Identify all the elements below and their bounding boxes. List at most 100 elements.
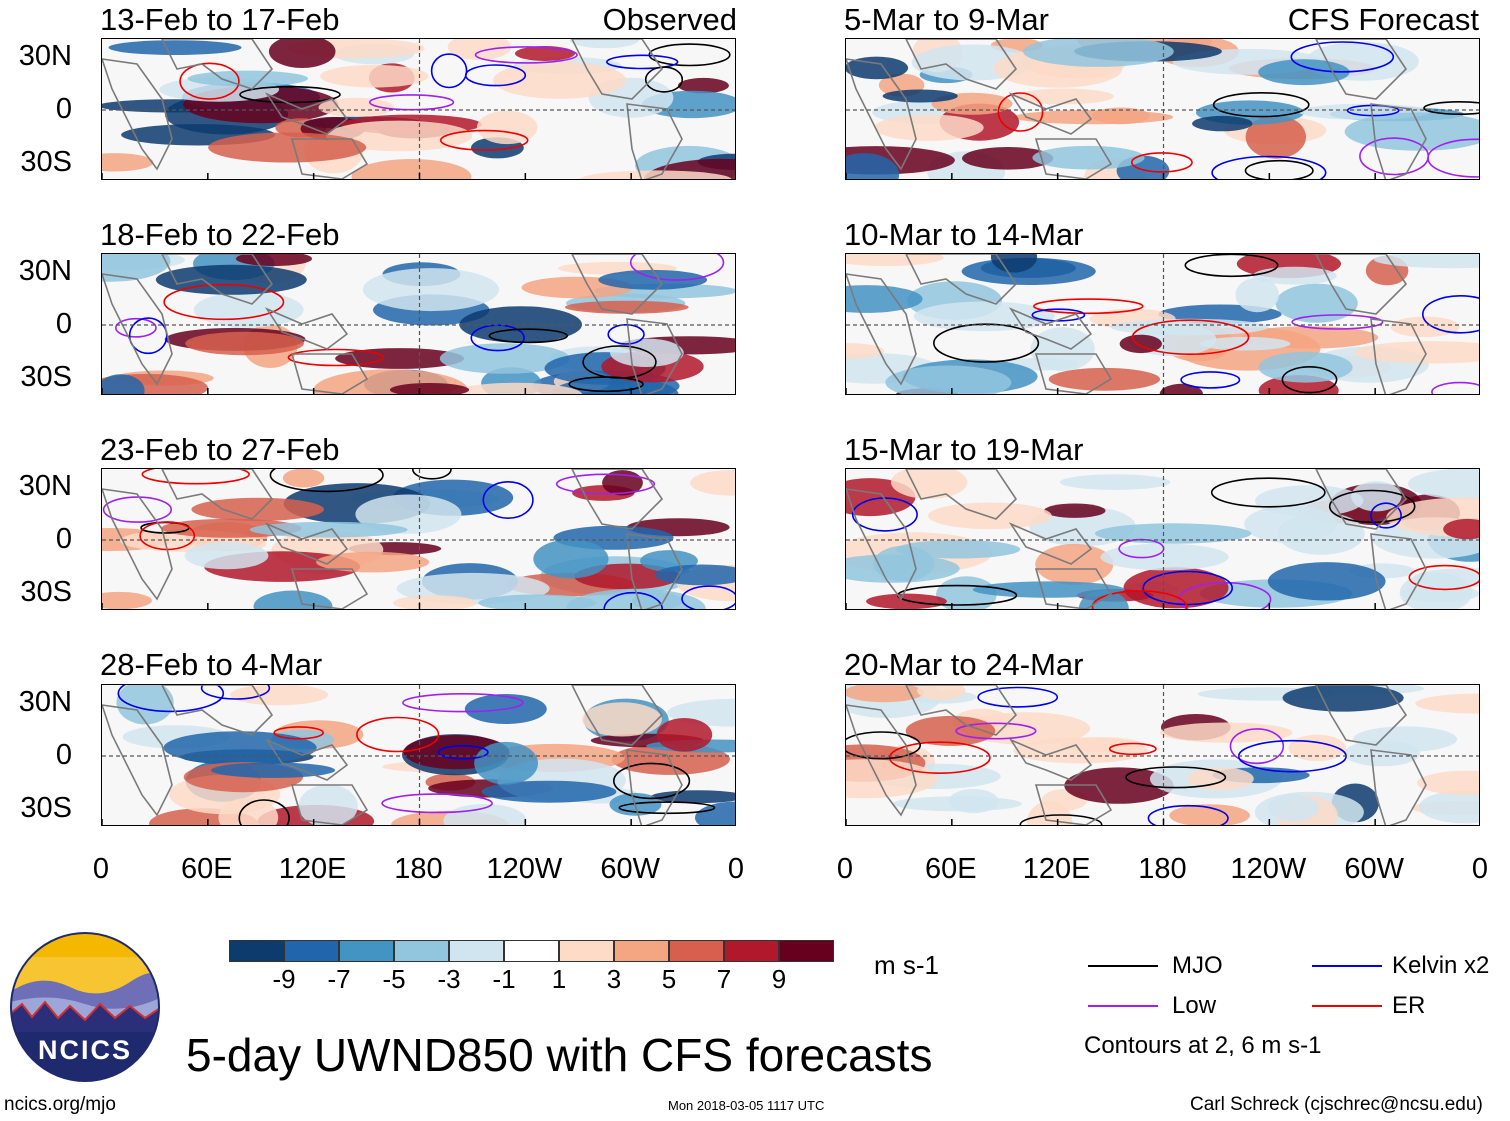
footer-author: Carl Schreck (cjschrec@ncsu.edu): [1190, 1094, 1483, 1115]
anomaly-blob: [566, 588, 706, 609]
contour-line: [612, 762, 691, 800]
anomaly-blob: [316, 551, 430, 573]
contour-line: [644, 66, 684, 93]
logo-text: NCICS: [37, 1035, 132, 1065]
coastline: [102, 704, 173, 817]
colorbar-label: 1: [551, 964, 567, 994]
anomaly-blob: [1417, 770, 1479, 796]
anomaly-blob: [1119, 334, 1162, 354]
panel-title-fc-1: 5-Mar to 9-Mar: [844, 2, 1049, 37]
anomaly-blob: [1255, 485, 1364, 517]
coastline: [161, 469, 274, 520]
observed-map-panel-2: [101, 253, 736, 395]
footer-url[interactable]: ncics.org/mjo: [4, 1094, 116, 1115]
lon-tick-label: 60E: [925, 853, 977, 885]
coastline: [102, 488, 173, 601]
contour-line: [1125, 766, 1227, 789]
colorbar-swatch: [779, 940, 834, 962]
lat-tick-label: 30S: [20, 146, 72, 179]
contour-line: [1147, 804, 1229, 825]
coastline: [290, 568, 369, 609]
coastline: [161, 685, 274, 736]
anomaly-blob: [474, 741, 538, 785]
anomaly-blob: [1092, 107, 1150, 125]
lon-tick-label: 180: [1138, 853, 1187, 885]
lat-tick-label: 30N: [18, 469, 72, 502]
contour-line: [482, 480, 534, 520]
colorbar-swatch: [284, 940, 339, 962]
contour-note: Contours at 2, 6 m s-1: [1084, 1032, 1322, 1059]
anomaly-blob: [184, 542, 269, 570]
contour-line: [1328, 489, 1416, 524]
coastline: [102, 58, 173, 171]
anomaly-blob: [905, 715, 996, 746]
contour-line: [439, 129, 529, 151]
anomaly-blob: [948, 789, 999, 814]
anomaly-blob: [1344, 112, 1479, 151]
anomaly-blob: [493, 61, 627, 99]
contour-line: [239, 85, 341, 104]
colorbar-label: 7: [716, 964, 732, 994]
anomaly-blob: [882, 89, 958, 103]
anomaly-blob: [656, 718, 713, 752]
coastline: [905, 39, 1018, 90]
coastline: [846, 704, 917, 817]
panel-title-fc-2: 10-Mar to 14-Mar: [844, 217, 1084, 252]
main-title: 5-day UWND850 with CFS forecasts: [186, 1029, 933, 1081]
coastline: [1315, 39, 1408, 100]
anomaly-blob: [690, 470, 735, 496]
anomaly-blob: [1418, 790, 1479, 824]
contour-line: [1422, 295, 1479, 334]
anomaly-blob: [1282, 685, 1404, 712]
observed-map-panel-4: [101, 684, 736, 826]
anomaly-blob: [1188, 767, 1254, 791]
legend-low-swatch: [1088, 1005, 1158, 1007]
lon-tick-label: 60W: [600, 853, 660, 885]
anomaly-blob: [1035, 543, 1114, 585]
lat-tick-label: 30S: [20, 792, 72, 825]
contour-line: [555, 473, 656, 495]
anomaly-blob: [1192, 115, 1253, 132]
forecast-map-panel-2: [845, 253, 1480, 395]
anomaly-blob: [1064, 767, 1174, 804]
lon-tick-label: 120E: [1022, 853, 1091, 885]
uwnd-field: [102, 39, 735, 179]
anomaly-blob: [1235, 277, 1280, 313]
contour-line: [955, 722, 1037, 740]
contour-line: [402, 693, 524, 713]
forecast-label: CFS Forecast: [1287, 2, 1479, 37]
anomaly-blob: [1258, 59, 1350, 86]
contour-line: [1131, 319, 1250, 355]
coastline: [1370, 533, 1427, 609]
anomaly-blob: [187, 70, 308, 87]
anomaly-blob: [1252, 266, 1337, 285]
lon-tick-label: 120E: [278, 853, 347, 885]
anomaly-blob: [962, 712, 1091, 745]
anomaly-blob: [582, 702, 662, 737]
contour-line: [1031, 308, 1086, 322]
uwnd-field: [102, 469, 735, 609]
contour-line: [997, 92, 1044, 132]
anomaly-blob: [598, 269, 708, 290]
colorbar-swatch: [614, 940, 669, 962]
coastline: [905, 685, 1018, 736]
anomaly-blob: [885, 365, 1012, 394]
coastline: [1034, 568, 1113, 609]
contour-line: [1178, 581, 1272, 609]
coastline: [102, 273, 173, 386]
anomaly-blob: [846, 343, 885, 359]
anomaly-blob: [962, 147, 1054, 170]
contour-line: [1033, 298, 1144, 315]
colorbar-label: -5: [382, 964, 406, 994]
anomaly-blob: [320, 64, 429, 88]
anomaly-blob: [1267, 794, 1319, 822]
anomaly-blob: [1374, 254, 1479, 269]
anomaly-blob: [1023, 39, 1174, 67]
anomaly-blob: [846, 254, 944, 266]
forecast-map-panel-1: [845, 38, 1480, 180]
contour-line: [1281, 365, 1338, 394]
anomaly-blob: [478, 594, 597, 609]
colorbar-swatch: [449, 940, 504, 962]
anomaly-blob: [102, 254, 171, 282]
contour-line: [629, 254, 725, 281]
